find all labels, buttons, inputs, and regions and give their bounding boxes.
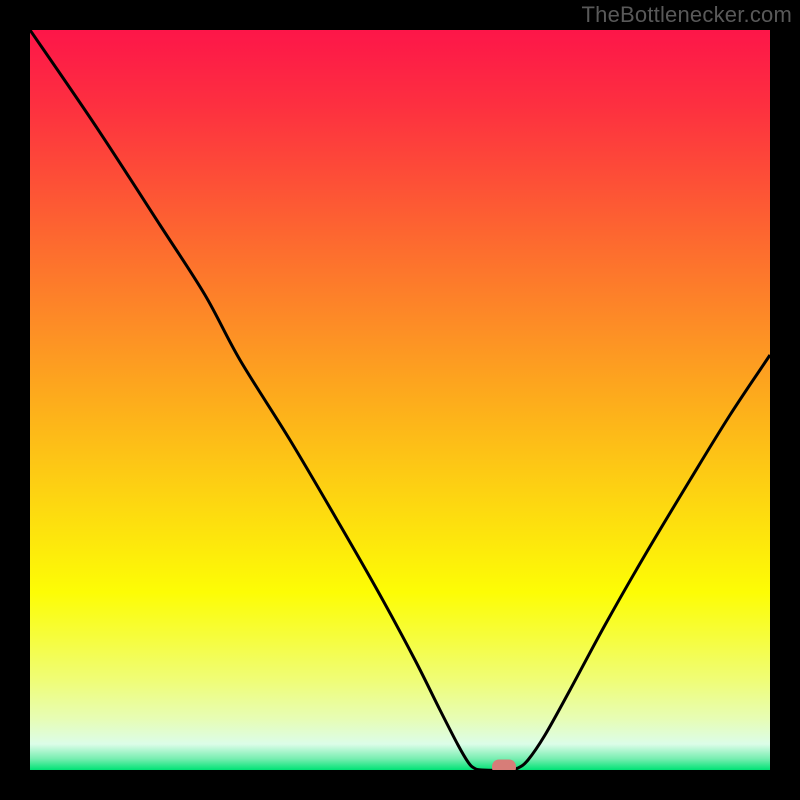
- watermark-text: TheBottlenecker.com: [582, 2, 792, 28]
- bottleneck-chart: [30, 30, 770, 770]
- gradient-background: [30, 30, 770, 770]
- chart-frame: TheBottlenecker.com: [0, 0, 800, 800]
- optimum-marker: [492, 760, 516, 771]
- plot-area: [30, 30, 770, 770]
